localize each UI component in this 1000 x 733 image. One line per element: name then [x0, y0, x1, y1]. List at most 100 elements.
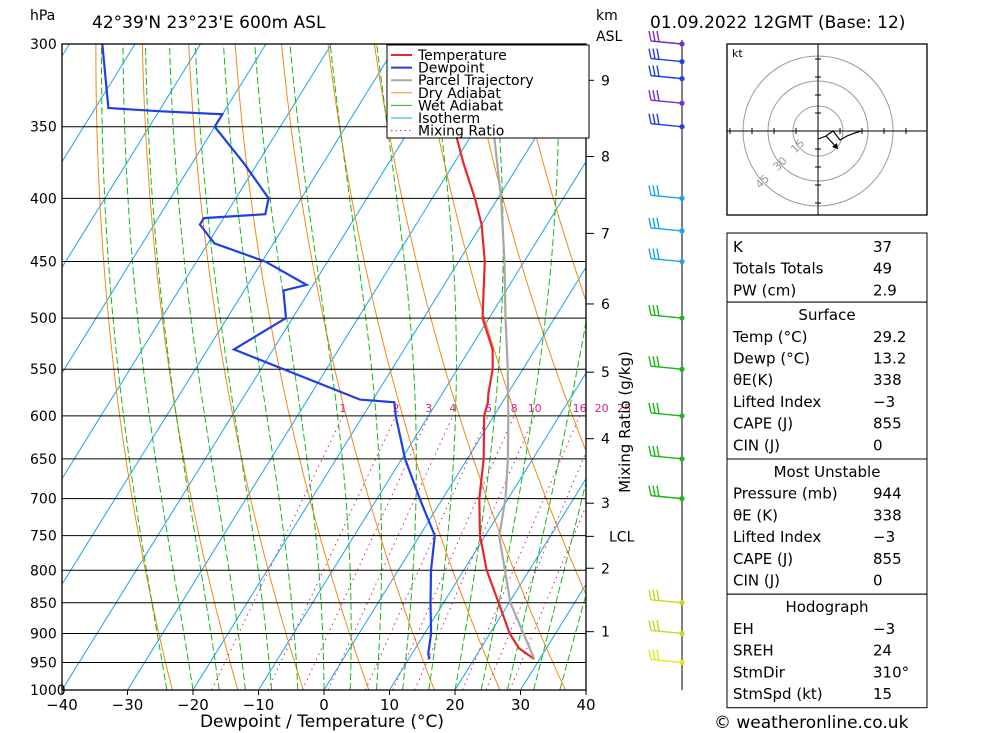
wet-adiabat-line	[223, 44, 299, 690]
table-row-value: 15	[873, 685, 892, 703]
storm-motion-arrowhead	[832, 143, 838, 149]
wind-barb	[648, 589, 685, 606]
isotherm-line	[62, 44, 463, 690]
isotherm-line	[127, 44, 529, 690]
wet-adiabat-line	[254, 44, 325, 690]
table-row-value: 944	[873, 485, 902, 503]
wind-barb	[648, 649, 685, 666]
legend-entry-label: Parcel Trajectory	[418, 73, 534, 89]
wind-barb	[648, 185, 685, 201]
wind-barb	[648, 402, 685, 419]
pressure-tick-label: 800	[30, 563, 57, 579]
mixing-ratio-line	[414, 415, 536, 690]
km-tick-label: 3	[601, 496, 610, 512]
x-tick-label: 40	[576, 696, 595, 714]
km-tick-label: 6	[601, 297, 610, 313]
table-row-value: 13.2	[873, 350, 906, 368]
wind-barb	[648, 248, 685, 265]
pressure-tick-label: 450	[30, 255, 57, 271]
table-row-label: θE(K)	[733, 371, 773, 389]
mixing-ratio-line	[267, 415, 397, 690]
pressure-tick-label: 600	[30, 409, 57, 425]
table-row-label: CIN (J)	[733, 436, 780, 454]
mixing-ratio-line	[509, 505, 586, 690]
x-tick-label: −10	[243, 696, 275, 714]
hpa-unit-label: hPa	[30, 8, 55, 24]
wind-barb	[648, 48, 685, 65]
mixing-ratio-line	[364, 415, 489, 690]
wet-adiabat-line	[194, 44, 273, 690]
wind-barb-column	[648, 30, 685, 690]
legend-entry-label: Dewpoint	[418, 61, 485, 77]
location-title: 42°39'N 23°23'E 600m ASL	[92, 13, 326, 33]
table-row-label: K	[733, 238, 744, 256]
table-row-value: 24	[873, 642, 892, 660]
isotherm-line	[62, 44, 201, 269]
table-row-label: Totals Totals	[732, 260, 824, 278]
table-row-label: Dewp (°C)	[733, 350, 810, 368]
mixing-ratio-label: 20	[595, 402, 609, 415]
x-tick-label: 30	[511, 696, 530, 714]
table-row-label: CAPE (J)	[733, 415, 793, 433]
mixing-ratio-label: 2	[393, 402, 400, 415]
mixing-ratio-label: 10	[528, 402, 542, 415]
wind-barb	[648, 30, 685, 47]
parcel-trajectory-line	[481, 44, 536, 660]
table-row-value: 855	[873, 550, 902, 568]
x-tick-label: 0	[319, 696, 329, 714]
table-row-label: Temp (°C)	[732, 328, 807, 346]
table-row-label: PW (cm)	[733, 281, 796, 299]
table-row-value: −3	[873, 393, 895, 411]
axes: 3003504004505005506006507007508008509009…	[30, 37, 596, 714]
km-tick-label: 4	[601, 432, 610, 448]
pressure-tick-label: 1000	[30, 683, 66, 699]
legend-entry-label: Isotherm	[418, 111, 480, 127]
pressure-tick-label: 350	[30, 120, 57, 136]
km-tick-label: 1	[601, 625, 610, 641]
dry-adiabat-line	[95, 44, 173, 690]
table-section-title: Hodograph	[785, 598, 868, 616]
mixing-ratio-line	[392, 415, 515, 690]
dry-adiabat-line	[513, 44, 586, 303]
datetime-title: 01.09.2022 12GMT (Base: 12)	[650, 13, 905, 33]
mixing-ratio-label: 25	[617, 402, 631, 415]
km-tick-label: 8	[601, 150, 610, 166]
isotherm-line	[62, 44, 267, 375]
mixing-ratio-label: 3	[425, 402, 432, 415]
table-row-value: 855	[873, 415, 902, 433]
table-section	[726, 593, 928, 709]
table-row-label: Pressure (mb)	[733, 485, 838, 503]
table-row-value: −3	[873, 528, 895, 546]
table-section-title: Most Unstable	[774, 463, 881, 481]
pressure-tick-label: 750	[30, 529, 57, 545]
wind-barb	[648, 65, 685, 82]
table-section	[726, 232, 928, 303]
wind-barb	[648, 620, 685, 637]
dry-adiabat-line	[978, 44, 1000, 690]
table-row-value: 310°	[873, 663, 909, 681]
wind-barb	[648, 113, 685, 130]
wet-adiabat-line	[428, 44, 457, 690]
isotherm-line	[62, 44, 136, 163]
table-row-label: EH	[733, 620, 754, 638]
table-row-value: 29.2	[873, 328, 906, 346]
mixing-ratio-labels: 1 2 3 4 6 8 10 16 20 25	[339, 402, 631, 415]
temperature-line	[425, 44, 536, 660]
table-row-label: Lifted Index	[733, 528, 821, 546]
indices-table: K 37 Totals Totals 49 PW (cm) 2.9 Surface Temp …	[726, 232, 928, 709]
pressure-tick-label: 900	[30, 626, 57, 642]
table-row-value: 338	[873, 371, 902, 389]
isotherm-line	[0, 44, 4, 690]
table-row-value: 338	[873, 506, 902, 524]
pressure-tick-label: 550	[30, 362, 57, 378]
pressure-tick-label: 500	[30, 311, 57, 327]
isotherm-line	[520, 583, 586, 690]
pressure-tick-label: 700	[30, 492, 57, 508]
table-row-label: SREH	[733, 642, 774, 660]
wet-adiabat-line	[145, 44, 220, 690]
wind-barb	[648, 445, 685, 462]
pressure-tick-label: 300	[30, 37, 57, 53]
pressure-tick-label: 950	[30, 655, 57, 671]
dry-adiabat-line	[234, 44, 370, 690]
